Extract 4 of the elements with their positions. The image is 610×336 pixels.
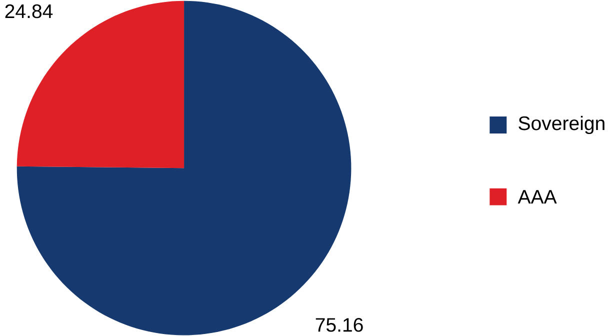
data-label: 24.84 [5, 4, 53, 18]
legend-label: AAA [518, 190, 557, 204]
data-label: 75.16 [316, 318, 363, 332]
legend-label: Sovereign [518, 116, 604, 134]
